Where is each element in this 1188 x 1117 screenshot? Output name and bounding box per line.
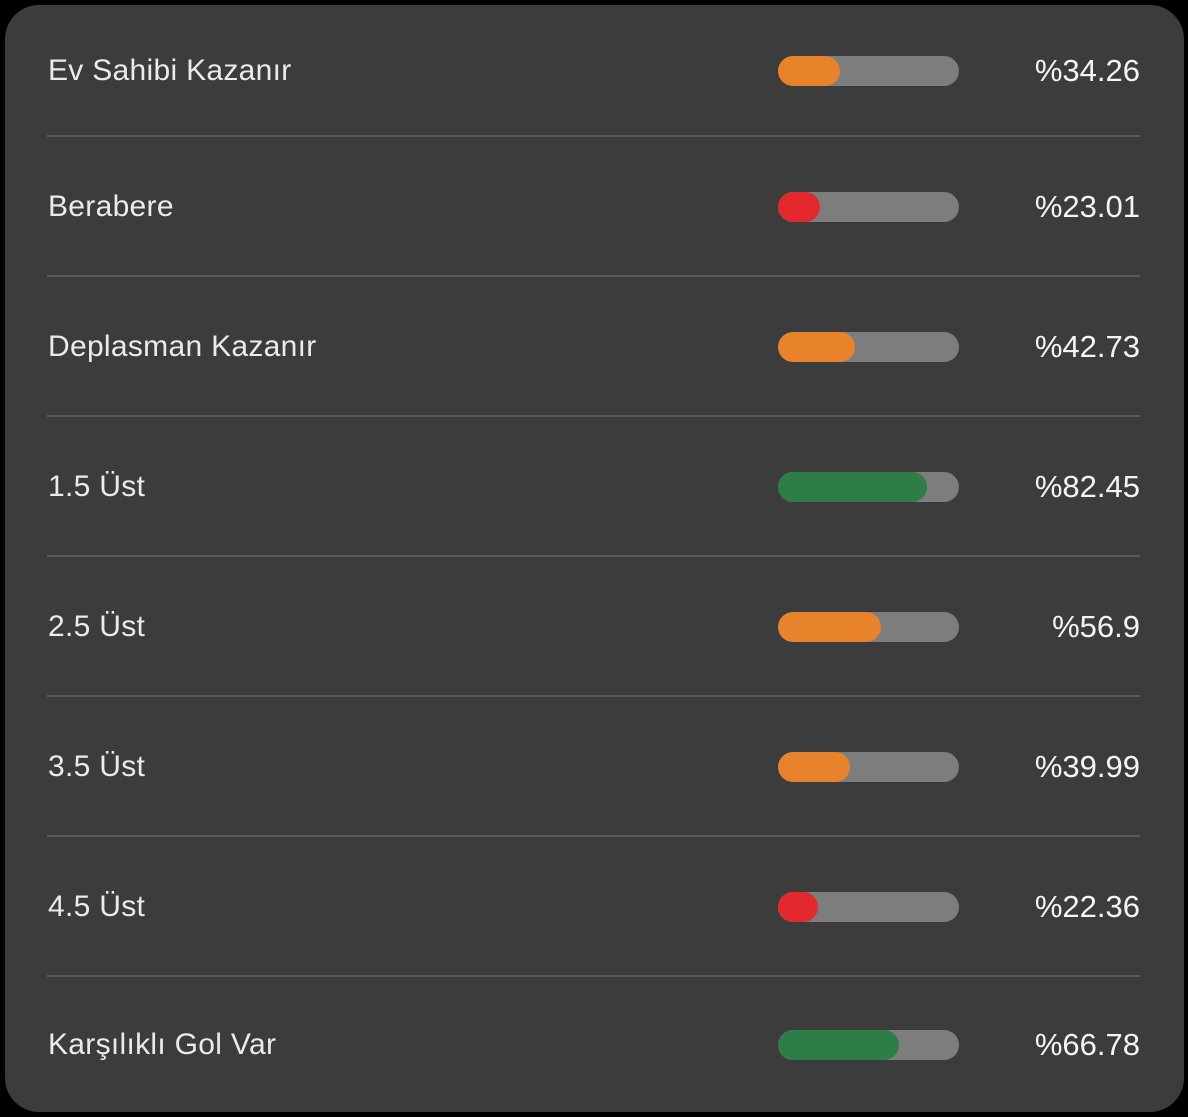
percent-value: %34.26: [1034, 53, 1140, 88]
market-label: 3.5 Üst: [48, 750, 146, 783]
percent-value: %66.78: [1034, 1026, 1140, 1062]
percent-value: %42.73: [1034, 329, 1140, 364]
probability-bar-track: [778, 892, 959, 922]
probability-bar-track: [778, 1029, 959, 1060]
probability-row: 3.5 Üst %39.99: [5, 697, 1184, 837]
probability-row: Karşılıklı Gol Var %66.78: [5, 977, 1184, 1112]
probability-bar-track: [778, 612, 959, 642]
probability-list: Ev Sahibi Kazanır %34.26 Berabere %23.01…: [5, 5, 1184, 1112]
market-label: Ev Sahibi Kazanır: [48, 54, 292, 87]
percent-value: %23.01: [1034, 189, 1140, 224]
market-label: Berabere: [48, 190, 174, 223]
probability-bar-fill: [778, 192, 820, 222]
probability-bar-track: [778, 332, 959, 362]
probability-bar-fill: [778, 752, 851, 782]
probability-row: Berabere %23.01: [5, 137, 1184, 277]
probability-bar-track: [778, 192, 959, 222]
probability-bar-fill: [778, 892, 819, 922]
market-label: 4.5 Üst: [48, 890, 146, 923]
market-label: Karşılıklı Gol Var: [48, 1027, 277, 1061]
probability-row: 1.5 Üst %82.45: [5, 417, 1184, 557]
probability-row: Deplasman Kazanır %42.73: [5, 277, 1184, 417]
probability-bar-fill: [778, 56, 840, 86]
probability-bar-track: [778, 472, 959, 502]
market-label: 2.5 Üst: [48, 610, 146, 643]
probability-bar-track: [778, 752, 959, 782]
probability-bar-fill: [778, 612, 881, 642]
probability-row: 4.5 Üst %22.36: [5, 837, 1184, 977]
probability-bar-fill: [778, 332, 856, 362]
probability-row: 2.5 Üst %56.9: [5, 557, 1184, 697]
probability-bar-fill: [778, 472, 928, 502]
probability-card: Ev Sahibi Kazanır %34.26 Berabere %23.01…: [5, 5, 1184, 1112]
market-label: Deplasman Kazanır: [48, 330, 317, 363]
probability-bar-fill: [778, 1029, 899, 1060]
probability-row: Ev Sahibi Kazanır %34.26: [5, 5, 1184, 137]
percent-value: %22.36: [1034, 889, 1140, 924]
percent-value: %82.45: [1034, 469, 1140, 504]
percent-value: %56.9: [1052, 609, 1140, 644]
market-label: 1.5 Üst: [48, 470, 146, 503]
percent-value: %39.99: [1034, 749, 1140, 784]
probability-bar-track: [778, 56, 959, 86]
